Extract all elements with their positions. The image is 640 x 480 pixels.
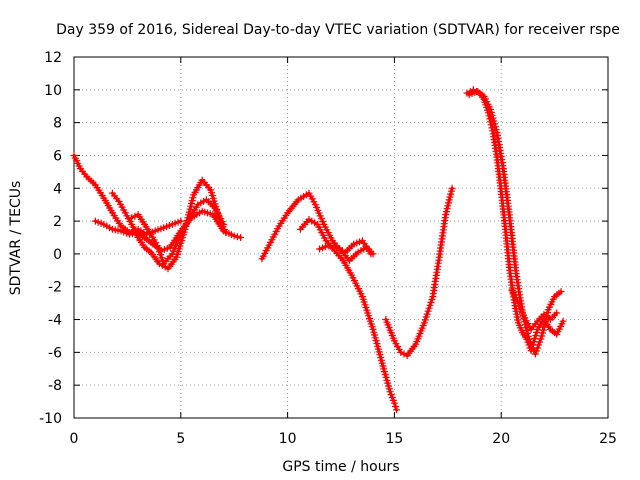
x-axis-label: GPS time / hours: [282, 459, 399, 475]
x-tick-label: 0: [70, 431, 79, 447]
data-point-marker: [222, 229, 230, 237]
data-point-marker: [154, 245, 162, 253]
data-point-marker: [397, 348, 405, 356]
y-tick-label: 12: [44, 50, 62, 66]
data-point-marker: [158, 254, 166, 262]
data-point-marker: [448, 184, 456, 192]
data-point-marker: [532, 332, 540, 339]
data-series-4: [128, 196, 227, 268]
y-tick-label: 8: [53, 116, 62, 132]
y-tick-label: -4: [48, 313, 62, 329]
data-point-marker: [367, 250, 375, 258]
data-point-marker: [128, 214, 136, 222]
data-point-marker: [528, 341, 535, 349]
data-point-marker: [537, 335, 545, 343]
y-tick-labels: -10 -8 -6 -4 -2 0 2 4 6 8 10 12: [39, 50, 62, 427]
y-tick-label: -2: [48, 280, 62, 296]
data-point-marker: [534, 344, 541, 352]
data-point-marker: [553, 309, 561, 317]
data-point-marker: [153, 242, 161, 250]
data-point-marker: [220, 226, 228, 234]
y-tick-label: -10: [39, 411, 62, 427]
data-point-marker: [392, 403, 399, 410]
y-axis-label: SDTVAR / TECUs: [8, 181, 24, 296]
plot-frame: [73, 56, 609, 419]
data-point-marker: [220, 220, 227, 228]
y-tick-label: 0: [53, 247, 62, 263]
data-point-marker: [525, 335, 533, 343]
data-point-marker: [400, 350, 408, 358]
data-point-marker: [131, 212, 139, 220]
data-point-marker: [557, 288, 565, 296]
data-point-marker: [514, 299, 522, 307]
x-tick-label: 5: [176, 431, 185, 447]
y-tick-label: -8: [48, 378, 62, 394]
y-tick-label: 10: [44, 83, 62, 99]
x-tick-label: 25: [599, 431, 617, 447]
x-tick-labels: 0 5 10 15 20 25: [70, 431, 617, 447]
data-point-marker: [233, 233, 241, 241]
y-tick-label: 4: [53, 181, 62, 197]
data-point-marker: [536, 338, 544, 346]
data-point-marker: [230, 232, 238, 240]
data-point-marker: [559, 317, 567, 325]
data-point-marker: [533, 328, 541, 336]
y-tick-label: -6: [48, 345, 62, 361]
data-point-marker: [531, 335, 539, 342]
data-point-marker: [157, 251, 164, 259]
data-point-marker: [532, 347, 540, 355]
data-series-11: [508, 286, 561, 333]
tick-marks: [73, 56, 609, 419]
data-series-7: [316, 237, 375, 258]
data-point-marker: [531, 350, 539, 358]
data-point-marker: [517, 305, 525, 313]
data-point-marker: [177, 217, 185, 225]
data-point-marker: [518, 308, 526, 316]
data-point-marker: [445, 199, 452, 207]
data-point-marker: [237, 234, 245, 241]
y-tick-label: 6: [53, 148, 62, 164]
x-tick-label: 20: [492, 431, 510, 447]
data-series-8: [382, 184, 456, 360]
x-tick-label: 15: [385, 431, 403, 447]
x-tick-label: 10: [279, 431, 297, 447]
chart-title: Day 359 of 2016, Sidereal Day-to-day VTE…: [56, 22, 620, 38]
data-point-marker: [390, 399, 398, 407]
y-tick-label: 2: [53, 214, 62, 230]
data-point-marker: [393, 406, 400, 414]
data-point-marker: [424, 307, 432, 315]
data-points: [70, 86, 567, 414]
data-point-marker: [538, 332, 546, 340]
data-point-marker: [155, 248, 163, 256]
grid-lines: [74, 57, 608, 418]
data-point-marker: [535, 341, 543, 349]
